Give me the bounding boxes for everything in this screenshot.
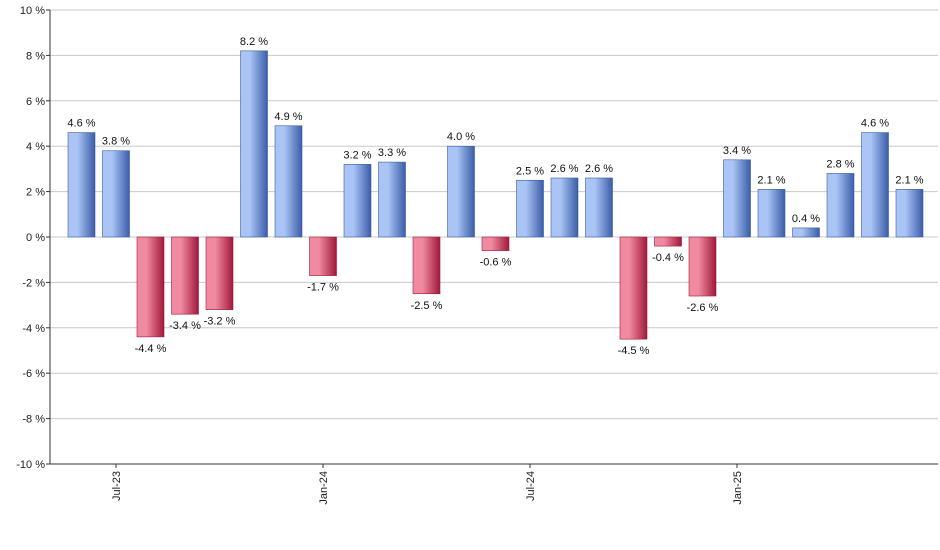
bar-value-label: -3.2 % [204, 316, 236, 328]
bar-negative [688, 236, 717, 297]
bar-negative [412, 236, 441, 295]
bar-value-label: 3.2 % [343, 149, 371, 161]
y-tick-label: -8 % [22, 414, 45, 426]
bar-positive [723, 159, 751, 238]
bar-positive [378, 161, 406, 238]
y-tick-label: -4 % [22, 323, 45, 335]
bar-value-label: 2.1 % [895, 174, 923, 186]
data-labels: 4.6 % 3.8 % -4.4 %-3.4 % -3.2 % 8.2 % 4.9 % -1… [67, 36, 923, 357]
bars [67, 50, 924, 340]
bar-value-label: -0.4 % [652, 252, 684, 264]
bar-value-label: -4.4 % [135, 343, 167, 355]
x-tick-label: Jul-23 [111, 471, 123, 501]
bar-negative [654, 236, 682, 247]
bar-value-label: 2.6 % [550, 163, 578, 175]
y-tick-label: 0 % [26, 232, 45, 244]
bar-value-label: -4.5 % [618, 345, 650, 357]
bar-value-label: 2.1 % [757, 174, 785, 186]
y-axis-ticks: -10 % -8 % -6 % -4 % -2 % 0 % 2 % 4 % 6 % 8 % 10 % [16, 5, 50, 471]
bar-value-label: 3.3 % [378, 147, 406, 159]
bar-value-label: 2.5 % [516, 165, 544, 177]
bar-value-label: 4.9 % [274, 111, 302, 123]
bar-negative [205, 236, 234, 310]
bar-positive [240, 50, 268, 238]
axes [49, 10, 938, 465]
y-tick-label: 4 % [26, 141, 45, 153]
bar-positive [67, 132, 96, 238]
y-tick-label: 8 % [26, 50, 45, 62]
bar-positive [792, 227, 820, 238]
bar-value-label: 2.8 % [826, 158, 854, 170]
bar-value-label: 3.8 % [102, 136, 130, 148]
bar-positive [447, 145, 475, 238]
y-tick-label: 10 % [20, 5, 45, 17]
bar-negative [136, 236, 165, 338]
bar-positive [274, 125, 303, 238]
bar-value-label: 4.6 % [67, 118, 95, 130]
bar-negative [481, 236, 510, 251]
bar-value-label: -3.4 % [169, 320, 201, 332]
bar-value-label: 2.6 % [585, 163, 613, 175]
bar-positive [861, 132, 889, 238]
bar-positive [343, 164, 372, 238]
bar-positive [585, 177, 613, 238]
bar-value-label: 3.4 % [723, 145, 751, 157]
y-tick-label: 2 % [26, 187, 45, 199]
y-tick-label: -6 % [22, 368, 45, 380]
bar-value-label: -2.6 % [687, 302, 719, 314]
x-tick-label: Jan-25 [732, 471, 744, 505]
x-tick-label: Jan-24 [318, 471, 330, 505]
y-tick-label: -2 % [22, 277, 45, 289]
bar-negative [309, 236, 337, 276]
y-tick-label: 6 % [26, 96, 45, 108]
bar-positive [757, 189, 786, 238]
bar-positive [895, 189, 924, 238]
bar-value-label: 4.6 % [861, 118, 889, 130]
bar-positive [826, 173, 855, 238]
bar-positive [550, 177, 579, 238]
bar-value-label: 0.4 % [792, 213, 820, 225]
bar-negative [619, 236, 648, 340]
bar-value-label: -0.6 % [480, 257, 512, 269]
bar-negative [171, 236, 199, 315]
bar-value-label: -1.7 % [307, 282, 339, 294]
bar-value-label: 8.2 % [240, 36, 268, 48]
x-tick-label: Jul-24 [525, 471, 537, 501]
bar-value-label: 4.0 % [447, 131, 475, 143]
bar-positive [102, 150, 130, 238]
bar-positive [516, 179, 544, 238]
y-tick-label: -10 % [16, 459, 45, 471]
x-axis-ticks: Jul-23 Jan-24 Jul-24 Jan-25 [111, 464, 744, 505]
bar-value-label: -2.5 % [411, 300, 443, 312]
